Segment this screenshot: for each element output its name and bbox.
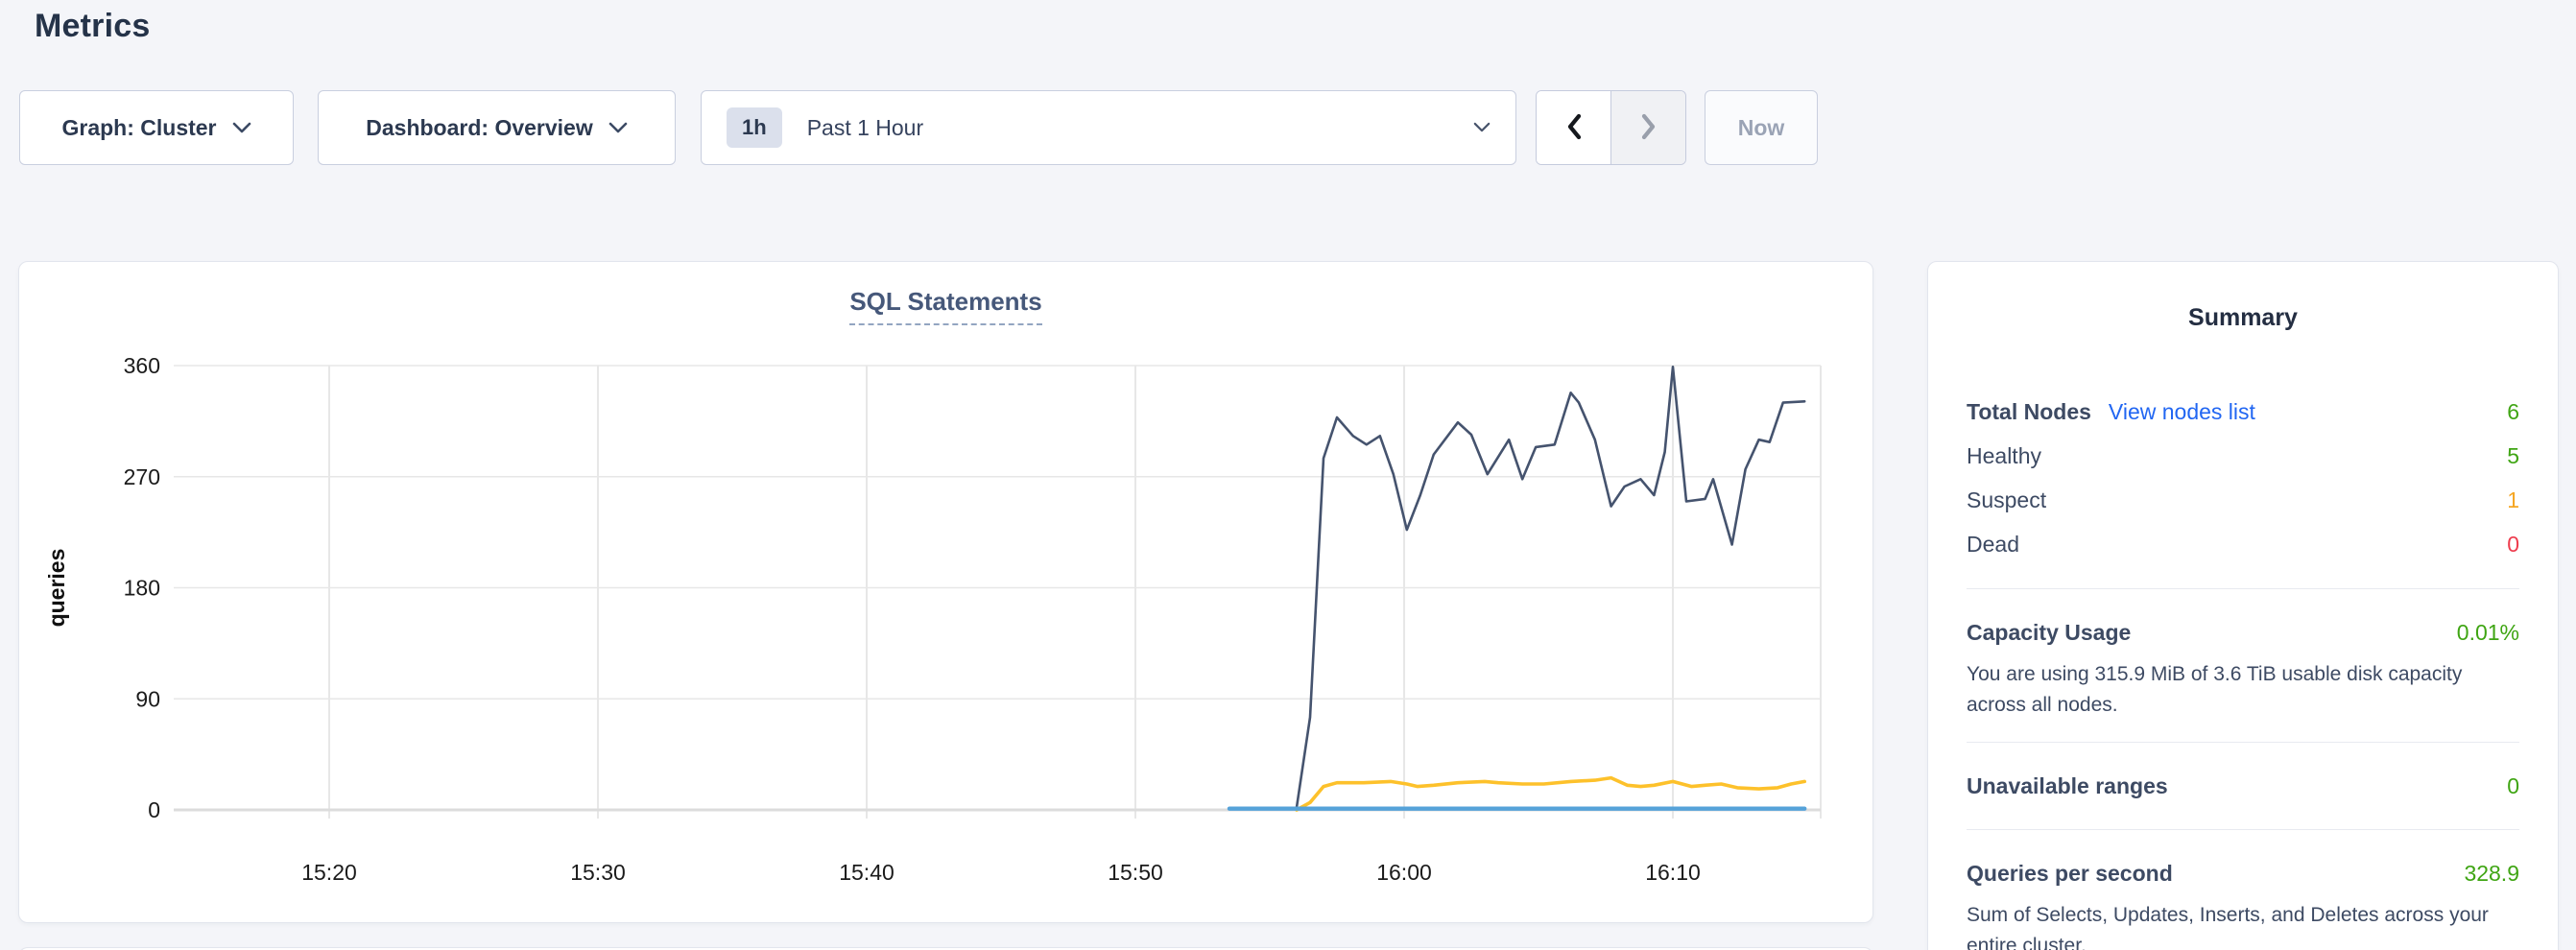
dashboard-dropdown-label: Dashboard: Overview <box>366 114 593 140</box>
dead-value: 0 <box>2507 532 2519 557</box>
dead-label: Dead <box>1967 532 2019 557</box>
svg-text:180: 180 <box>124 576 160 601</box>
graph-dropdown[interactable]: Graph: Cluster <box>19 90 294 165</box>
summary-panel: Summary Total Nodes View nodes list 6 He… <box>1927 261 2559 950</box>
divider <box>1967 742 2519 743</box>
chevron-down-icon <box>608 122 628 134</box>
svg-text:16:10: 16:10 <box>1645 860 1701 885</box>
chart-title[interactable]: SQL Statements <box>849 287 1042 325</box>
total-nodes-label: Total Nodes <box>1967 399 2091 424</box>
time-pager <box>1536 90 1686 165</box>
unavailable-ranges-metric: Unavailable ranges 0 <box>1967 765 2519 807</box>
chevron-down-icon <box>232 122 251 134</box>
capacity-usage-value: 0.01% <box>2456 620 2519 645</box>
now-button[interactable]: Now <box>1705 90 1818 165</box>
time-range-label: Past 1 Hour <box>806 114 924 140</box>
queries-per-second-value: 328.9 <box>2464 861 2519 886</box>
summary-title: Summary <box>2188 304 2298 331</box>
chevron-down-icon <box>1473 122 1491 133</box>
dashboard-dropdown[interactable]: Dashboard: Overview <box>318 90 676 165</box>
time-range-badge: 1h <box>727 107 782 148</box>
prev-range-button[interactable] <box>1537 91 1610 164</box>
svg-text:15:20: 15:20 <box>301 860 357 885</box>
view-nodes-link[interactable]: View nodes list <box>2108 399 2255 424</box>
svg-text:15:30: 15:30 <box>570 860 626 885</box>
healthy-nodes-row: Healthy 5 <box>1967 434 2519 478</box>
suspect-label: Suspect <box>1967 487 2047 512</box>
capacity-usage-description: You are using 315.9 MiB of 3.6 TiB usabl… <box>1967 663 2463 716</box>
page-title: Metrics <box>35 8 151 44</box>
chart-title-row: SQL Statements <box>19 287 1872 325</box>
unavailable-ranges-value: 0 <box>2507 773 2519 798</box>
next-range-button[interactable] <box>1610 91 1685 164</box>
dead-nodes-row: Dead 0 <box>1967 522 2519 566</box>
suspect-nodes-row: Suspect 1 <box>1967 478 2519 522</box>
toolbar: Graph: Cluster Dashboard: Overview 1h Pa… <box>0 90 2576 165</box>
capacity-usage-metric: Capacity Usage 0.01% You are using 315.9… <box>1967 611 2519 720</box>
queries-per-second-metric: Queries per second 328.9 Sum of Selects,… <box>1967 852 2519 950</box>
chevron-left-icon <box>1564 112 1584 144</box>
svg-text:0: 0 <box>148 797 160 822</box>
svg-text:16:00: 16:00 <box>1376 860 1432 885</box>
total-nodes-row: Total Nodes View nodes list 6 <box>1967 390 2519 434</box>
suspect-value: 1 <box>2507 487 2519 512</box>
node-status-list: Total Nodes View nodes list 6 Healthy 5 … <box>1967 390 2519 566</box>
divider <box>1967 829 2519 830</box>
sql-statements-chart[interactable]: 15:20 15:30 15:40 15:50 16:00 16:10 0 90 180 270 3… <box>19 262 1874 924</box>
svg-text:270: 270 <box>124 464 160 489</box>
svg-text:queries: queries <box>44 549 69 628</box>
total-nodes-value: 6 <box>2507 399 2519 424</box>
divider <box>1967 588 2519 589</box>
healthy-label: Healthy <box>1967 443 2041 468</box>
graph-dropdown-label: Graph: Cluster <box>61 114 217 140</box>
unavailable-ranges-label: Unavailable ranges <box>1967 773 2168 798</box>
svg-text:15:50: 15:50 <box>1108 860 1163 885</box>
queries-per-second-label: Queries per second <box>1967 861 2173 886</box>
time-range-dropdown[interactable]: 1h Past 1 Hour <box>701 90 1516 165</box>
capacity-usage-label: Capacity Usage <box>1967 620 2132 645</box>
svg-text:90: 90 <box>135 686 160 711</box>
sql-statements-chart-card: 15:20 15:30 15:40 15:50 16:00 16:10 0 90 180 270 3… <box>18 261 1873 923</box>
queries-per-second-description: Sum of Selects, Updates, Inserts, and De… <box>1967 904 2489 950</box>
svg-text:360: 360 <box>124 353 160 378</box>
chevron-right-icon <box>1639 112 1658 144</box>
healthy-value: 5 <box>2507 443 2519 468</box>
svg-text:15:40: 15:40 <box>839 860 894 885</box>
